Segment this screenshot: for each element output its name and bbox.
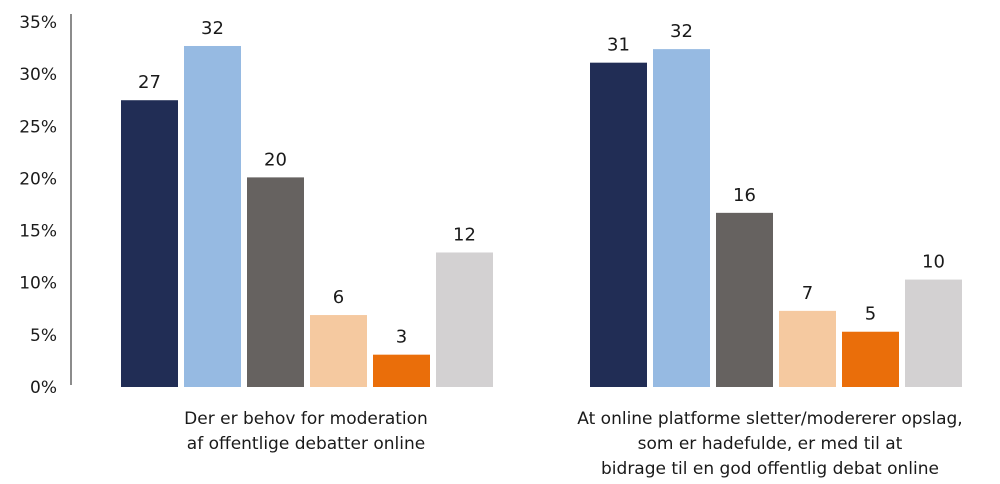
- category-label-line: At online platforme sletter/modererer op…: [577, 409, 963, 429]
- data-label: 7: [802, 283, 813, 304]
- bar: [310, 315, 367, 387]
- y-tick-label: 35%: [19, 13, 57, 33]
- data-label: 31: [607, 35, 630, 56]
- category-label-group-1: Der er behov for moderation af offentlig…: [106, 407, 506, 457]
- y-tick-label: 15%: [19, 222, 57, 242]
- bars: [121, 45, 962, 388]
- bar: [590, 62, 647, 388]
- data-label: 6: [333, 287, 344, 308]
- category-label-line: bidrage til en god offentlig debat onlin…: [601, 459, 939, 479]
- data-label: 32: [670, 21, 693, 42]
- category-label-line: som er hadefulde, er med til at: [637, 434, 903, 454]
- bar: [905, 279, 962, 387]
- y-tick-label: 20%: [19, 169, 57, 189]
- bar: [716, 212, 773, 387]
- data-label: 27: [138, 72, 161, 93]
- y-axis: 0% 5% 10% 15% 20% 25% 30% 35%: [19, 13, 57, 398]
- bar: [373, 354, 430, 387]
- bar: [184, 45, 241, 387]
- bar: [121, 100, 178, 387]
- category-label-group-2: At online platforme sletter/modererer op…: [545, 407, 995, 482]
- data-label: 32: [201, 18, 224, 39]
- y-tick-label: 0%: [30, 378, 57, 398]
- bar: [436, 252, 493, 387]
- bar: [247, 177, 304, 387]
- data-label: 16: [733, 185, 756, 206]
- category-label-line: af offentlige debatter online: [186, 434, 426, 454]
- data-label: 3: [396, 327, 407, 348]
- y-tick-label: 10%: [19, 274, 57, 294]
- bar: [653, 49, 710, 387]
- data-label: 12: [453, 224, 476, 245]
- data-label: 5: [865, 304, 876, 325]
- data-labels: 27 32 20 6 3 12 31 32 16 7 5 10: [138, 18, 945, 348]
- category-label-line: Der er behov for moderation: [184, 409, 428, 429]
- data-label: 10: [922, 252, 945, 273]
- y-tick-label: 25%: [19, 117, 57, 137]
- bar: [779, 310, 836, 387]
- bar: [842, 331, 899, 387]
- y-tick-label: 30%: [19, 65, 57, 85]
- data-label: 20: [264, 149, 287, 170]
- y-tick-label: 5%: [30, 326, 57, 346]
